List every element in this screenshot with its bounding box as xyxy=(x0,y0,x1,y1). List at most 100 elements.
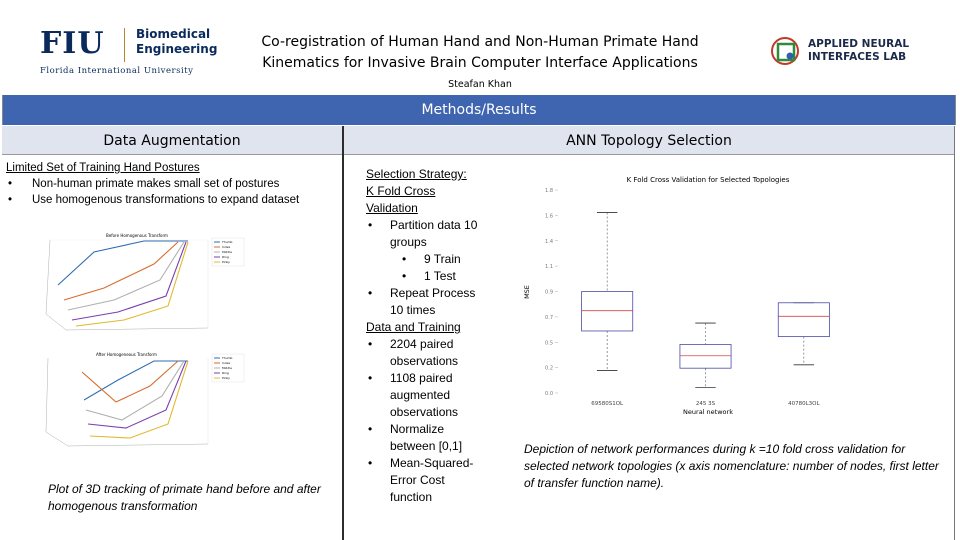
bullet-text: Repeat Process 10 times xyxy=(390,286,476,317)
poster-title: Co-registration of Human Hand and Non-Hu… xyxy=(230,32,730,74)
fiu-logo: FIU Biomedical Engineering Florida Inter… xyxy=(40,26,220,76)
strategy-label: Selection Strategy: xyxy=(366,167,467,181)
plot1-pinky-line xyxy=(75,241,189,327)
legend-label: Ring xyxy=(222,255,229,259)
lab-name-line2: INTERFACES LAB xyxy=(808,51,907,63)
plot2-axis xyxy=(67,443,209,447)
x-tick-label: 69580S1OL xyxy=(591,401,624,407)
title-line-2: Kinematics for Invasive Brain Computer I… xyxy=(262,55,698,71)
list-item: • 2204 paired observations xyxy=(366,336,486,370)
list-item: • 9 Train xyxy=(366,251,486,268)
y-tick-label: 0.9 xyxy=(545,290,553,296)
plot2-middle-line xyxy=(85,360,185,421)
plot2-thumb-line xyxy=(83,360,188,401)
fiu-logo-divider xyxy=(124,28,125,62)
list-item: • Use homogenous transformations to expan… xyxy=(6,192,341,208)
plot1-title: Before Homogenous Transform xyxy=(106,233,168,238)
left-column-heading: Data Augmentation xyxy=(2,126,342,155)
bullet-icon: • xyxy=(368,422,373,436)
plot1-thumb-line xyxy=(57,240,188,286)
bullet-text: Normalize between [0,1] xyxy=(390,422,463,453)
y-tick-label: 0.2 xyxy=(545,366,553,372)
fiu-dept-line1: Biomedical xyxy=(136,27,211,41)
legend-label: Pinky xyxy=(222,376,230,380)
plot2-pinky-line xyxy=(89,360,189,439)
box-body xyxy=(679,344,732,369)
bullet-icon: • xyxy=(402,252,407,266)
list-item: • Mean-Squared-Error Cost function xyxy=(366,455,486,506)
bullet-icon: • xyxy=(368,286,373,300)
author: Steafan Khan xyxy=(448,79,512,90)
chart-xlabel: Neural network xyxy=(683,408,733,416)
x-tick-label: 245 3S xyxy=(696,401,716,407)
y-tick-label: 1.1 xyxy=(545,264,553,270)
bullet-text: Non-human primate makes small set of pos… xyxy=(32,178,280,190)
legend-label: Pinky xyxy=(222,260,230,264)
list-item: • Non-human primate makes small set of po… xyxy=(6,176,341,192)
list-item: • Repeat Process 10 times xyxy=(366,285,486,319)
legend-label: Thumb xyxy=(221,356,233,360)
bullet-icon: • xyxy=(368,337,373,351)
topology-selection-text: Selection Strategy: K Fold Cross Validat… xyxy=(366,166,486,506)
legend-label: Ring xyxy=(222,371,229,375)
plot1-axis xyxy=(45,313,67,331)
bullet-icon: • xyxy=(368,218,373,232)
bullet-text: 2204 paired observations xyxy=(390,337,459,368)
fiu-dept-line2: Engineering xyxy=(136,42,218,56)
bullet-icon: • xyxy=(8,178,13,190)
right-column-heading: ANN Topology Selection xyxy=(344,126,954,155)
fiu-university-name: Florida International University xyxy=(40,66,194,76)
y-tick-label: 1.6 xyxy=(545,213,553,219)
plot2-axis xyxy=(45,431,69,447)
fiu-logo-letters: FIU xyxy=(40,26,105,61)
chart-ylabel: MSE xyxy=(523,285,531,299)
after-transform-plot: After Homogeneous Transform Thumb Index … xyxy=(38,350,248,450)
before-transform-plot: Before Homogenous Transform Thumb Index … xyxy=(38,230,248,342)
lab-logo: APPLIED NEURAL INTERFACES LAB xyxy=(768,32,928,76)
bullet-icon: • xyxy=(368,371,373,385)
plot1-ring-line xyxy=(71,241,187,321)
right-figure-caption: Depiction of network performances during… xyxy=(524,442,939,490)
title-line-1: Co-registration of Human Hand and Non-Hu… xyxy=(261,34,699,50)
fiu-department: Biomedical Engineering xyxy=(136,27,217,57)
bullet-text: 1108 paired augmented observations xyxy=(390,371,459,419)
plot1-axis xyxy=(65,327,209,331)
subheading: Limited Set of Training Hand Postures xyxy=(6,162,200,174)
box-body xyxy=(581,291,634,332)
chart-title: K Fold Cross Validation for Selected Top… xyxy=(627,176,790,184)
bullet-text: 1 Test xyxy=(424,269,456,283)
plot2-index-line xyxy=(81,360,179,403)
x-tick-label: 40780L3OL xyxy=(788,401,820,407)
bullet-text: 9 Train xyxy=(424,252,461,266)
bullet-icon: • xyxy=(8,194,13,206)
plot2-ring-line xyxy=(87,360,187,429)
y-tick-label: 0.0 xyxy=(545,391,553,397)
plot1-index-line xyxy=(63,241,179,301)
bullet-text: Mean-Squared-Error Cost function xyxy=(390,456,474,504)
y-tick-label: 0.5 xyxy=(545,340,553,346)
y-tick-label: 0.7 xyxy=(545,315,553,321)
data-augmentation-text: Limited Set of Training Hand Postures • N… xyxy=(6,160,341,208)
bullet-text: Partition data 10 groups xyxy=(390,218,478,249)
legend-label: Middle xyxy=(222,250,232,254)
legend-label: Index xyxy=(222,245,230,249)
plot2-title: After Homogeneous Transform xyxy=(96,352,157,357)
bullet-icon: • xyxy=(368,456,373,470)
right-border xyxy=(954,126,955,540)
list-item: • Normalize between [0,1] xyxy=(366,421,486,455)
lab-logo-icon xyxy=(771,37,799,65)
y-tick-label: 1.8 xyxy=(545,188,553,194)
plot2-axis xyxy=(45,357,49,433)
plot1-axis xyxy=(45,239,51,315)
column-divider xyxy=(342,126,344,540)
legend-label: Index xyxy=(222,361,230,365)
plot1-legend: Thumb Index Middle Ring Pinky xyxy=(211,237,245,267)
list-item: • 1108 paired augmented observations xyxy=(366,370,486,421)
bullet-text: Use homogenous transformations to expand… xyxy=(32,194,300,206)
list-item: • 1 Test xyxy=(366,268,486,285)
kfold-label: K Fold Cross Validation xyxy=(366,184,436,215)
bullet-icon: • xyxy=(402,269,407,283)
y-tick-label: 1.4 xyxy=(545,239,553,245)
data-training-label: Data and Training xyxy=(366,320,461,334)
lab-name: APPLIED NEURAL INTERFACES LAB xyxy=(808,38,909,64)
